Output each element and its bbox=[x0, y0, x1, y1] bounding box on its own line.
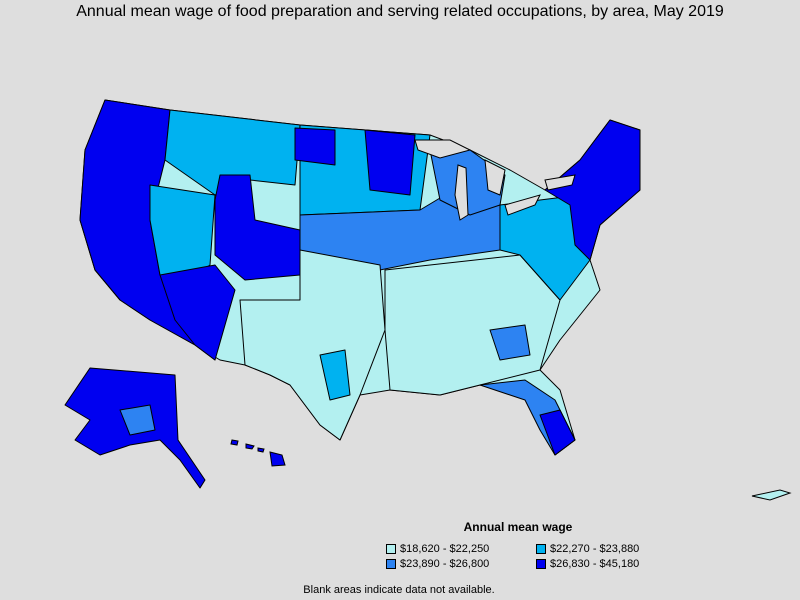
region-puerto-rico bbox=[751, 489, 792, 501]
map-title: Annual mean wage of food preparation and… bbox=[76, 3, 724, 20]
lake-michigan bbox=[454, 164, 469, 221]
legend-label: $22,270 - $23,880 bbox=[550, 543, 640, 555]
region-hawaii bbox=[269, 451, 286, 467]
legend-item-bracket-4: $26,830 - $45,180 bbox=[536, 558, 676, 570]
region-hawaii-small-2 bbox=[245, 443, 255, 450]
legend: Annual mean wage $18,620 - $22,250 $22,2… bbox=[380, 520, 670, 570]
legend-swatch bbox=[386, 544, 396, 554]
legend-item-bracket-1: $18,620 - $22,250 bbox=[386, 543, 536, 555]
legend-label: $23,890 - $26,800 bbox=[400, 558, 490, 570]
region-alaska-west bbox=[119, 404, 156, 436]
footnote: Blank areas indicate data not available. bbox=[303, 584, 495, 596]
hawaii bbox=[230, 439, 286, 467]
region-northeast bbox=[544, 119, 641, 261]
legend-item-bracket-2: $22,270 - $23,880 bbox=[536, 543, 676, 555]
legend-item-bracket-3: $23,890 - $26,800 bbox=[386, 558, 536, 570]
great-lakes bbox=[414, 139, 576, 221]
legend-label: $26,830 - $45,180 bbox=[550, 558, 640, 570]
region-minnesota bbox=[364, 129, 416, 196]
lake-huron bbox=[484, 159, 506, 196]
puerto-rico bbox=[751, 489, 792, 501]
lake-erie bbox=[504, 194, 541, 216]
legend-swatch bbox=[536, 559, 546, 569]
legend-label: $18,620 - $22,250 bbox=[400, 543, 490, 555]
lake-superior bbox=[414, 139, 472, 159]
region-southwest bbox=[159, 264, 236, 361]
legend-grid: $18,620 - $22,250 $22,270 - $23,880 $23,… bbox=[386, 543, 670, 570]
lake-ontario bbox=[544, 174, 576, 191]
legend-swatch bbox=[386, 559, 396, 569]
region-hawaii-small-3 bbox=[257, 447, 265, 453]
alaska bbox=[64, 367, 206, 489]
legend-swatch bbox=[536, 544, 546, 554]
region-hawaii-small-1 bbox=[230, 439, 239, 446]
region-texas-metro bbox=[319, 349, 351, 401]
region-north-dakota bbox=[294, 127, 336, 166]
region-south-florida bbox=[539, 409, 576, 456]
region-atlanta bbox=[489, 324, 531, 361]
legend-title: Annual mean wage bbox=[463, 520, 573, 534]
